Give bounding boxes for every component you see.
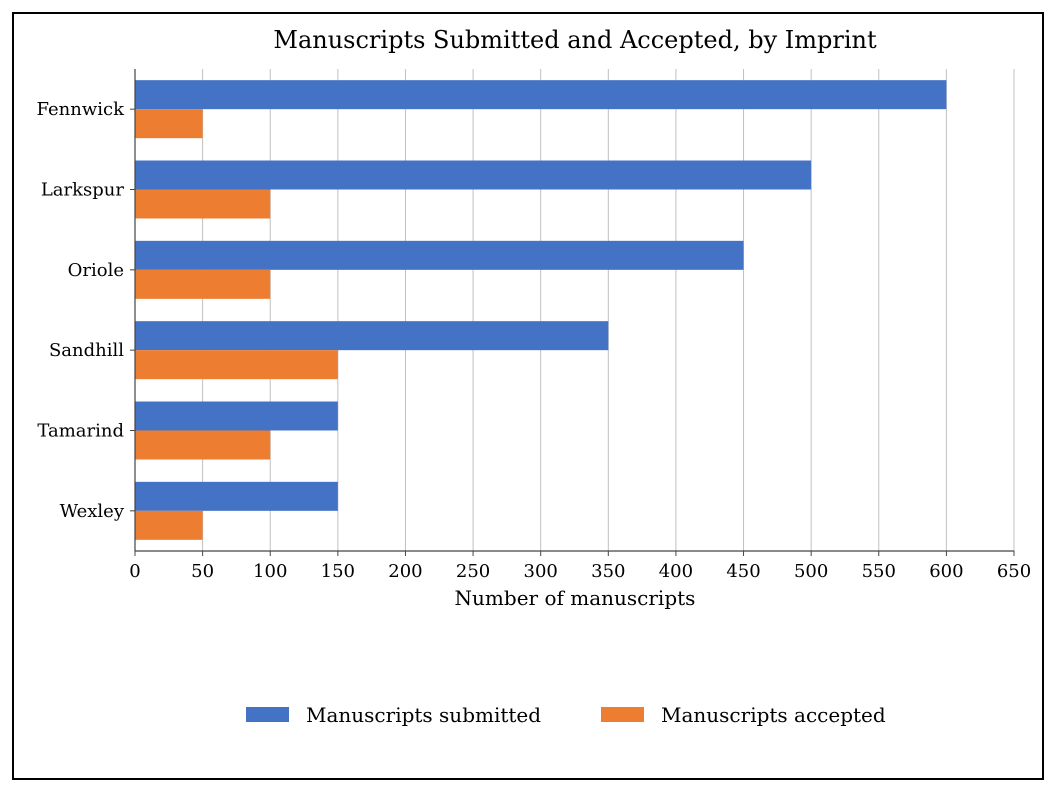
x-tick-label: 250 [456, 561, 490, 582]
bar-submitted-tamarind [135, 401, 338, 431]
axes [134, 69, 1014, 552]
bar-accepted-tamarind [135, 430, 271, 460]
category-label-wexley: Wexley [60, 501, 125, 522]
chart-frame [12, 12, 1044, 780]
x-tick-label: 350 [591, 561, 625, 582]
grid-lines [202, 69, 1015, 551]
category-label-oriole: Oriole [68, 260, 124, 281]
bars [135, 80, 947, 540]
x-tick-label: 50 [191, 561, 214, 582]
legend-swatch-accepted [601, 707, 644, 722]
bar-accepted-sandhill [135, 350, 338, 380]
bar-accepted-larkspur [135, 189, 271, 219]
bar-submitted-sandhill [135, 321, 609, 351]
category-label-tamarind: Tamarind [37, 421, 124, 442]
category-label-larkspur: Larkspur [41, 180, 125, 201]
bar-submitted-fennwick [135, 80, 947, 110]
x-tick-label: 100 [253, 561, 287, 582]
x-tick-label: 0 [129, 561, 140, 582]
x-tick-label: 300 [524, 561, 558, 582]
bar-accepted-oriole [135, 269, 271, 299]
chart-title: Manuscripts Submitted and Accepted, by I… [273, 26, 877, 54]
legend-label-submitted: Manuscripts submitted [306, 703, 541, 727]
category-label-sandhill: Sandhill [49, 340, 124, 361]
y-tick-labels: Fennwick Larkspur Oriole Sandhill Tamarind We… [37, 99, 135, 522]
legend: Manuscripts submitted Manuscripts accepte… [246, 703, 886, 727]
bar-accepted-fennwick [135, 109, 203, 139]
legend-label-accepted: Manuscripts accepted [661, 703, 886, 727]
x-tick-label: 450 [726, 561, 760, 582]
x-tick-label: 150 [321, 561, 355, 582]
x-tick-label: 600 [929, 561, 963, 582]
bar-submitted-wexley [135, 481, 338, 511]
x-tick-labels: 0 50 100 150 200 250 300 350 400 450 500 550 600 650 [129, 551, 1031, 582]
x-tick-label: 650 [997, 561, 1031, 582]
x-tick-label: 550 [862, 561, 896, 582]
x-tick-label: 400 [659, 561, 693, 582]
x-axis-label: Number of manuscripts [455, 586, 696, 610]
bar-accepted-wexley [135, 510, 203, 540]
x-tick-label: 500 [794, 561, 828, 582]
legend-swatch-submitted [246, 707, 289, 722]
bar-submitted-oriole [135, 240, 744, 270]
bar-submitted-larkspur [135, 160, 812, 190]
x-tick-label: 200 [388, 561, 422, 582]
category-label-fennwick: Fennwick [37, 99, 126, 120]
